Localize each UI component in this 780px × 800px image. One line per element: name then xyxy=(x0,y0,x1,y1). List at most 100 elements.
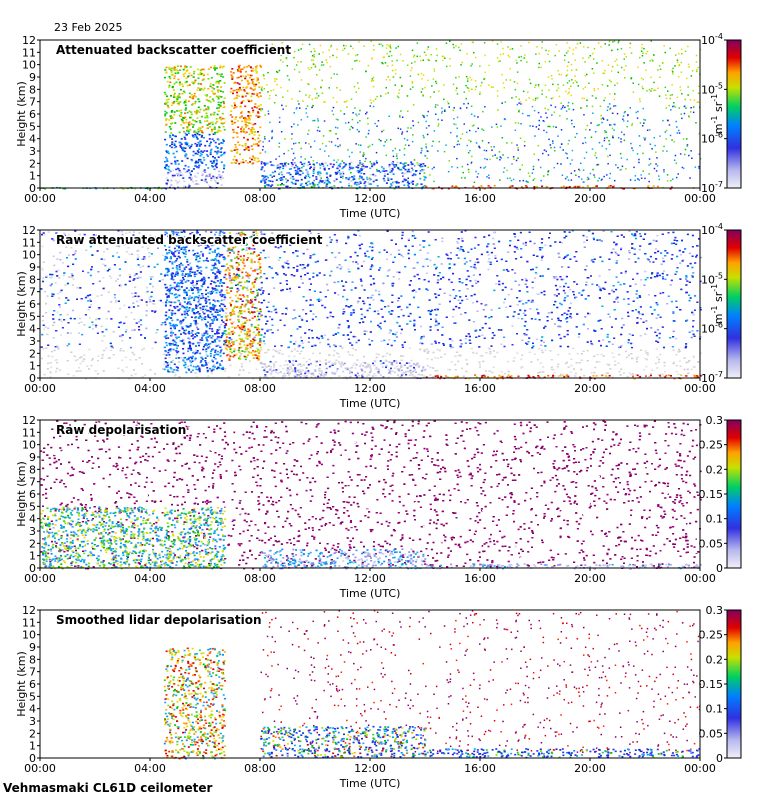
feature-pixel-3 xyxy=(165,164,168,166)
sparse-pixel xyxy=(362,154,364,156)
sparse-pixel xyxy=(589,172,592,175)
sparse-pixel xyxy=(526,181,528,183)
sparse-pixel xyxy=(613,129,615,131)
sparse-pixel xyxy=(412,169,414,171)
sparse-pixel xyxy=(483,42,486,44)
sparse-pixel xyxy=(353,85,356,88)
sparse-pixel xyxy=(267,71,269,74)
sparse-pixel xyxy=(496,126,499,128)
sparse-pixel xyxy=(552,140,554,142)
sparse-pixel xyxy=(582,181,584,183)
feature-pixel-5 xyxy=(236,91,238,94)
feature-pixel-4 xyxy=(207,68,210,70)
sparse-pixel xyxy=(463,91,465,93)
feature-pixel-4 xyxy=(196,89,199,91)
feature-pixel-5 xyxy=(239,153,241,156)
feature-pixel-5 xyxy=(257,157,260,160)
sparse-pixel xyxy=(459,107,462,110)
feature-pixel-7 xyxy=(294,182,297,185)
sparse-pixel xyxy=(399,116,401,118)
feature-pixel-3 xyxy=(221,142,224,144)
sparse-pixel xyxy=(621,66,623,69)
feature-pixel-5 xyxy=(246,80,249,83)
sparse-pixel xyxy=(538,119,540,122)
sparse-pixel xyxy=(313,179,315,182)
sparse-pixel xyxy=(644,119,647,121)
sparse-pixel xyxy=(609,107,612,110)
feature-pixel-7 xyxy=(272,164,275,167)
sparse-pixel xyxy=(637,66,639,69)
feature-pixel-5 xyxy=(254,103,257,105)
feature-pixel-4 xyxy=(182,68,185,71)
sparse-pixel xyxy=(635,111,637,114)
sparse-pixel xyxy=(692,111,695,114)
sparse-pixel xyxy=(565,74,568,77)
feature-pixel-7 xyxy=(301,163,304,165)
sparse-pixel xyxy=(337,119,339,121)
feature-pixel-7 xyxy=(390,170,393,172)
sparse-pixel xyxy=(644,177,646,180)
sparse-pixel xyxy=(461,61,463,64)
sparse-pixel xyxy=(280,131,283,133)
feature-pixel-4 xyxy=(212,84,215,86)
feature-pixel-2 xyxy=(183,180,186,183)
feature-pixel-7 xyxy=(321,162,323,165)
feature-pixel-5 xyxy=(241,120,244,123)
sparse-pixel xyxy=(681,93,683,95)
sparse-pixel xyxy=(627,114,629,116)
sparse-pixel xyxy=(457,140,459,142)
feature-pixel-3 xyxy=(173,143,176,145)
sparse-pixel xyxy=(263,75,265,77)
feature-pixel-4 xyxy=(173,114,176,116)
feature-pixel-3 xyxy=(195,135,198,137)
feature-pixel-4 xyxy=(207,107,210,109)
feature-pixel-3 xyxy=(192,150,195,153)
feature-pixel-4 xyxy=(217,110,220,112)
feature-pixel-7 xyxy=(406,170,409,173)
sparse-pixel xyxy=(586,105,588,107)
sparse-pixel xyxy=(592,112,594,114)
feature-pixel-5 xyxy=(237,70,240,72)
feature-pixel-5 xyxy=(252,157,255,159)
feature-pixel-5 xyxy=(250,74,253,77)
sparse-pixel xyxy=(611,127,614,130)
feature-pixel-7 xyxy=(332,163,335,166)
feature-pixel-2 xyxy=(188,185,191,187)
sparse-pixel xyxy=(350,98,353,100)
backscatter-pixel xyxy=(443,292,446,294)
feature-pixel-7 xyxy=(292,178,295,181)
sparse-pixel xyxy=(433,180,435,183)
feature-pixel-4 xyxy=(186,111,189,114)
sparse-pixel xyxy=(389,44,392,46)
sparse-pixel xyxy=(558,73,560,76)
feature-pixel-5 xyxy=(244,143,247,145)
sparse-pixel xyxy=(438,140,440,143)
sparse-pixel xyxy=(488,177,490,179)
feature-pixel-4 xyxy=(192,124,195,126)
sparse-pixel xyxy=(582,57,584,59)
feature-pixel-7 xyxy=(295,179,298,182)
feature-pixel-3 xyxy=(198,143,201,145)
feature-pixel-4 xyxy=(192,76,195,78)
sparse-pixel xyxy=(385,154,387,157)
sparse-pixel xyxy=(494,154,496,156)
feature-pixel-5 xyxy=(259,104,262,106)
sparse-pixel xyxy=(368,177,371,179)
feature-pixel-4 xyxy=(187,130,190,132)
feature-pixel-3 xyxy=(191,159,194,162)
sparse-pixel xyxy=(588,56,590,59)
sparse-pixel xyxy=(394,84,396,86)
feature-pixel-7 xyxy=(318,181,321,184)
feature-pixel-7 xyxy=(421,165,424,168)
sparse-pixel xyxy=(413,56,415,58)
sparse-pixel xyxy=(568,80,571,82)
feature-pixel-3 xyxy=(204,144,207,147)
feature-pixel-7 xyxy=(372,162,375,164)
feature-pixel-6 xyxy=(301,186,304,189)
sparse-pixel xyxy=(351,151,353,154)
sparse-pixel xyxy=(300,147,302,150)
feature-pixel-4 xyxy=(178,103,181,106)
feature-pixel-5 xyxy=(253,134,256,136)
feature-pixel-7 xyxy=(420,163,422,166)
feature-pixel-7 xyxy=(312,170,315,172)
